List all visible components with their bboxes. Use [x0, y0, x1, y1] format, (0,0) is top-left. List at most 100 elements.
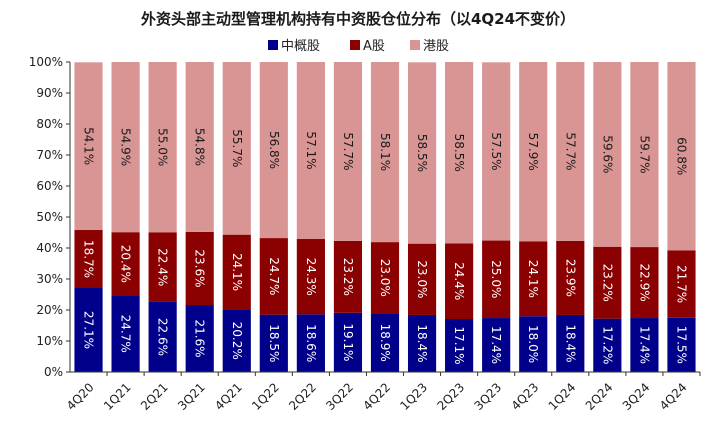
data-label: 58.5%	[452, 134, 466, 172]
data-label: 24.3%	[304, 258, 318, 296]
bar-segment	[445, 318, 474, 372]
data-label: 18.5%	[267, 324, 281, 362]
bar-segment	[74, 287, 103, 372]
data-label: 55.7%	[230, 129, 244, 167]
bar-segment	[482, 318, 511, 372]
data-label: 20.2%	[230, 322, 244, 360]
data-label: 24.1%	[526, 260, 540, 298]
data-label: 18.6%	[304, 324, 318, 362]
x-tick-label: 2Q21	[138, 380, 171, 413]
bar-segment	[519, 316, 548, 372]
y-tick-label: 0%	[44, 365, 63, 379]
bar-segment	[222, 309, 251, 372]
bar-segment	[667, 317, 696, 372]
x-tick-label: 2Q23	[434, 380, 467, 413]
data-label: 58.5%	[415, 134, 429, 172]
data-label: 23.0%	[378, 259, 392, 297]
bar-segment	[370, 242, 400, 314]
data-label: 18.7%	[82, 240, 96, 278]
data-label: 17.1%	[452, 326, 466, 364]
data-label: 18.0%	[526, 325, 540, 363]
y-tick-label: 20%	[36, 303, 63, 317]
bar-segment	[333, 62, 363, 241]
bar-segment	[630, 247, 659, 319]
data-label: 24.4%	[452, 262, 466, 300]
data-label: 18.4%	[563, 324, 577, 362]
x-tick-label: 4Q21	[212, 380, 245, 413]
bar-segment	[482, 240, 511, 319]
data-label: 24.7%	[119, 315, 133, 353]
y-tick-label: 40%	[36, 241, 63, 255]
bar-segment	[111, 295, 140, 372]
legend-swatch	[268, 40, 278, 50]
data-label: 27.1%	[82, 311, 96, 349]
bar-segment	[259, 314, 288, 372]
data-label: 22.4%	[156, 248, 170, 286]
data-label: 17.4%	[489, 326, 503, 364]
bar-segment	[185, 305, 214, 372]
data-label: 54.9%	[119, 128, 133, 166]
bar-segment	[556, 62, 585, 241]
legend-swatch	[350, 40, 360, 50]
bar-segment	[407, 314, 437, 372]
x-axis: 4Q20 1Q21 2Q21 3Q21 4Q21 1Q22 2Q22 3Q22 4Q22 1Q23…	[64, 371, 701, 413]
x-tick-label: 4Q20	[64, 380, 97, 413]
y-tick-label: 10%	[36, 334, 63, 348]
bar-segment	[667, 62, 696, 251]
bar-segment	[667, 250, 696, 318]
bar-segment	[296, 239, 325, 315]
bar-segment	[333, 240, 363, 313]
bar-segment	[556, 314, 585, 372]
data-label: 57.9%	[526, 133, 540, 171]
bar-segment	[519, 62, 548, 242]
data-label: 23.9%	[563, 259, 577, 297]
bar-segment	[148, 232, 177, 302]
x-tick-label: 2Q24	[583, 380, 616, 413]
bar-segment	[296, 314, 325, 372]
data-label: 58.1%	[378, 133, 392, 171]
y-tick-label: 70%	[36, 148, 63, 162]
legend-label: 港股	[423, 39, 449, 54]
data-label: 57.1%	[304, 131, 318, 169]
data-label: 22.9%	[637, 264, 651, 302]
data-label: 55.0%	[156, 128, 170, 166]
x-tick-label: 1Q24	[546, 380, 579, 413]
bar-segment	[185, 62, 214, 232]
bar-segment	[259, 62, 288, 239]
data-label: 24.7%	[267, 257, 281, 295]
y-tick-label: 90%	[36, 86, 63, 100]
data-label: 21.6%	[193, 319, 207, 357]
data-label: 56.8%	[267, 131, 281, 169]
bar-segment	[593, 246, 622, 319]
y-axis: 0% 10% 20% 30% 40% 50% 60% 70% 80% 90% 100%	[29, 55, 71, 379]
x-tick-label: 3Q24	[620, 380, 653, 413]
y-tick-label: 30%	[36, 272, 63, 286]
data-label: 19.1%	[341, 323, 355, 361]
bar-segment	[259, 238, 288, 315]
bar-segment	[630, 62, 659, 248]
data-label: 20.4%	[119, 245, 133, 283]
x-tick-label: 4Q23	[509, 380, 542, 413]
data-label: 21.7%	[674, 265, 688, 303]
x-tick-label: 4Q24	[657, 380, 690, 413]
legend-label: 中概股	[281, 39, 320, 54]
x-tick-label: 1Q21	[101, 380, 134, 413]
data-label: 57.7%	[563, 132, 577, 170]
bar-segment	[222, 62, 251, 235]
data-label: 59.6%	[600, 135, 614, 173]
bar-segment	[111, 232, 140, 296]
data-label: 18.4%	[415, 324, 429, 362]
bar-segment	[593, 318, 622, 372]
x-tick-label: 4Q22	[360, 380, 393, 413]
data-label: 24.1%	[230, 253, 244, 291]
bar-segment	[370, 313, 400, 372]
bar-segment	[407, 243, 437, 315]
data-label: 23.0%	[415, 260, 429, 298]
data-label: 17.5%	[674, 326, 688, 364]
legend-label: A股	[363, 39, 385, 54]
data-label: 54.8%	[193, 128, 207, 166]
bar-segment	[630, 318, 659, 372]
data-label: 60.8%	[674, 137, 688, 175]
bar-segment	[148, 62, 177, 233]
